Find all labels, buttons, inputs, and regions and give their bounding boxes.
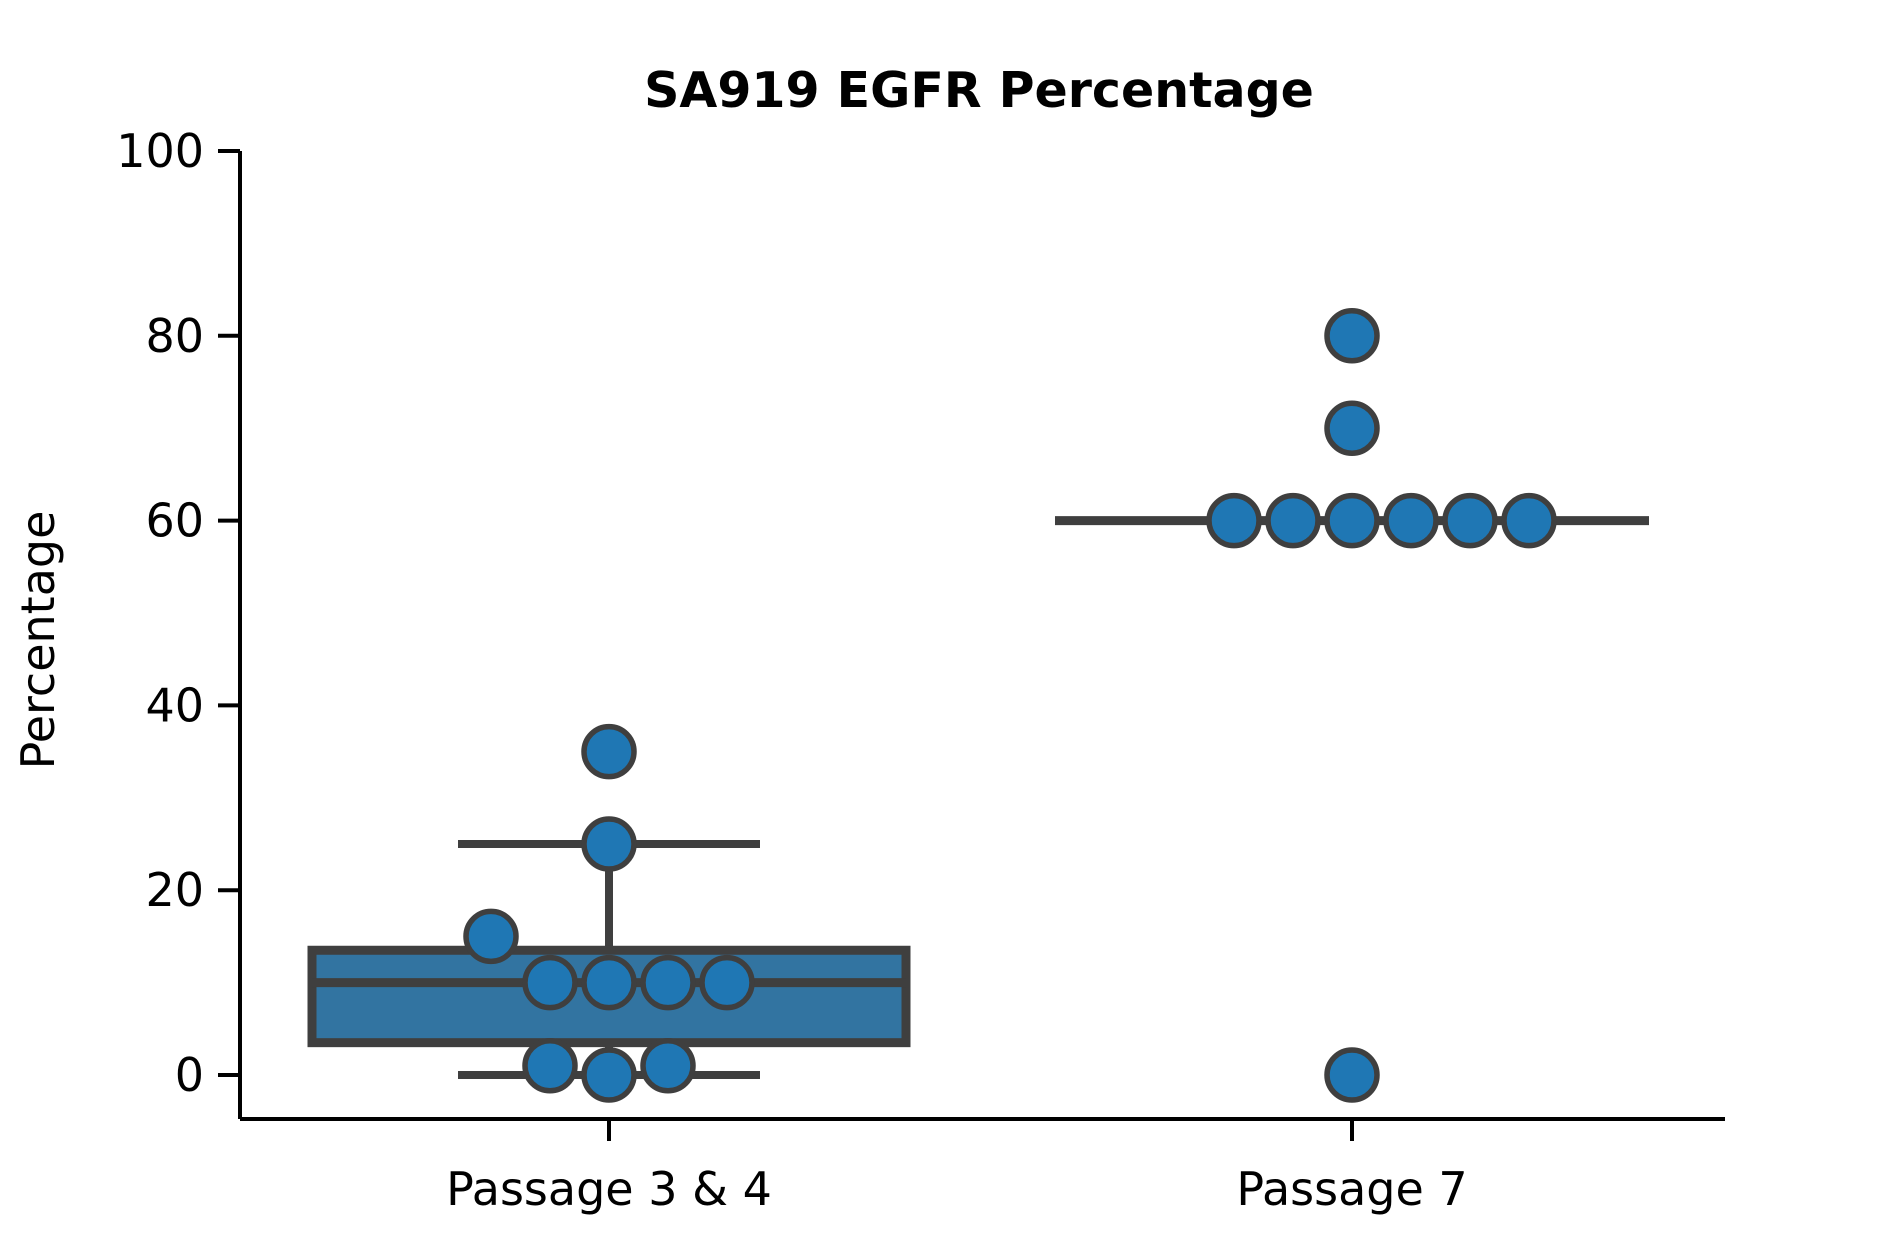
data-point bbox=[581, 954, 637, 1011]
data-point bbox=[1324, 308, 1380, 364]
y-tick-label: 0 bbox=[175, 1048, 204, 1102]
plot-area: 0 20 40 60 80 100 Passage 3 & 4 Passage 7 bbox=[116, 124, 1725, 1216]
data-point bbox=[1501, 492, 1557, 549]
data-point bbox=[1324, 400, 1380, 456]
chart-title: SA919 EGFR Percentage bbox=[644, 62, 1314, 119]
data-point bbox=[463, 908, 519, 965]
y-tick-label: 60 bbox=[145, 494, 204, 548]
data-point bbox=[699, 954, 755, 1011]
x-tick-label: Passage 7 bbox=[1236, 1162, 1467, 1216]
y-tick-label: 100 bbox=[116, 124, 204, 178]
data-point bbox=[640, 954, 696, 1011]
y-tick-label: 20 bbox=[145, 863, 204, 917]
data-point bbox=[522, 1038, 578, 1094]
data-point bbox=[522, 954, 578, 1011]
data-point bbox=[1442, 492, 1498, 549]
data-point bbox=[1383, 492, 1439, 549]
data-point bbox=[1324, 492, 1380, 549]
y-axis-label: Percentage bbox=[11, 511, 65, 770]
y-tick-label: 40 bbox=[145, 678, 204, 732]
data-point bbox=[1206, 492, 1262, 549]
x-tick-label: Passage 3 & 4 bbox=[446, 1162, 772, 1216]
data-point bbox=[581, 723, 637, 780]
data-point bbox=[581, 816, 637, 872]
data-point bbox=[1324, 1047, 1380, 1103]
data-point bbox=[640, 1038, 696, 1094]
data-point bbox=[1265, 492, 1321, 549]
y-tick-label: 80 bbox=[145, 309, 204, 363]
data-point bbox=[581, 1047, 637, 1103]
